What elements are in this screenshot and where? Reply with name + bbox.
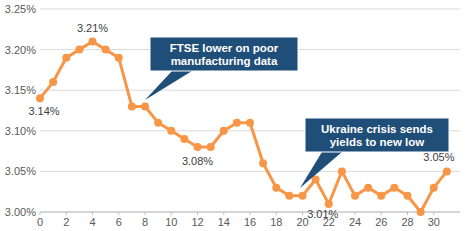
x-tick: [381, 212, 382, 215]
callout-pointer: [300, 152, 342, 188]
grid-line: [40, 90, 460, 91]
point-marker: [377, 192, 385, 200]
x-tick-label: 24: [349, 216, 361, 228]
point-marker: [299, 192, 307, 200]
y-tick-label: 3.10%: [5, 125, 36, 137]
x-tick: [250, 212, 251, 215]
callout: FTSE lower on poormanufacturing data: [145, 37, 298, 100]
x-tick-label: 8: [142, 216, 148, 228]
x-tick: [223, 212, 224, 215]
callout-box: [150, 37, 298, 71]
x-tick: [302, 212, 303, 215]
callout-text: Ukraine crisis sendsyields to new low: [321, 123, 433, 148]
point-marker: [194, 143, 202, 151]
point-marker: [49, 78, 57, 86]
point-marker: [141, 102, 149, 110]
x-tick: [118, 212, 119, 215]
point-marker: [220, 127, 228, 135]
point-marker: [180, 135, 188, 143]
point-marker: [154, 119, 162, 127]
x-tick: [171, 212, 172, 215]
point-marker: [390, 184, 398, 192]
x-tick: [66, 212, 67, 215]
point-annotation: 3.21%: [77, 22, 108, 34]
x-tick-label: 14: [218, 216, 230, 228]
point-marker: [115, 54, 123, 62]
point-marker: [272, 184, 280, 192]
grid-line: [40, 9, 460, 10]
point-marker: [364, 184, 372, 192]
y-tick-label: 3.15%: [5, 84, 36, 96]
point-marker: [128, 102, 136, 110]
point-marker: [89, 37, 97, 45]
x-tick: [197, 212, 198, 215]
point-marker: [62, 54, 70, 62]
point-annotation: 3.14%: [28, 105, 59, 117]
x-tick-label: 6: [116, 216, 122, 228]
x-tick: [433, 212, 434, 215]
point-marker: [167, 127, 175, 135]
x-tick: [92, 212, 93, 215]
callout-box: [305, 118, 449, 152]
x-tick: [407, 212, 408, 215]
point-marker: [36, 94, 44, 102]
x-tick-label: 4: [89, 216, 95, 228]
x-tick: [355, 212, 356, 215]
point-annotation: 3.05%: [423, 151, 454, 163]
y-tick-label: 3.25%: [5, 3, 36, 15]
point-marker: [351, 192, 359, 200]
y-tick-label: 3.00%: [5, 206, 36, 218]
point-marker: [259, 159, 267, 167]
point-marker: [338, 167, 346, 175]
x-tick: [276, 212, 277, 215]
x-tick-label: 12: [191, 216, 203, 228]
point-marker: [430, 184, 438, 192]
point-marker: [246, 119, 254, 127]
x-tick-label: 2: [63, 216, 69, 228]
x-tick-label: 16: [244, 216, 256, 228]
x-tick-label: 28: [401, 216, 413, 228]
x-tick-label: 18: [270, 216, 282, 228]
x-tick: [145, 212, 146, 215]
point-marker: [102, 46, 110, 54]
callout-text: FTSE lower on poormanufacturing data: [170, 42, 279, 67]
point-marker: [285, 192, 293, 200]
x-tick: [40, 212, 41, 215]
chart: 3.00%3.05%3.10%3.15%3.20%3.25%0246810121…: [0, 0, 465, 231]
point-marker: [404, 192, 412, 200]
point-marker: [443, 167, 451, 175]
point-annotation: 3.01%: [307, 208, 338, 220]
y-tick-label: 3.05%: [5, 165, 36, 177]
plot-area: [36, 37, 451, 216]
point-marker: [207, 143, 215, 151]
x-tick-label: 10: [165, 216, 177, 228]
point-annotation: 3.08%: [182, 155, 213, 167]
point-marker: [75, 46, 83, 54]
x-tick-label: 26: [375, 216, 387, 228]
callout-pointer: [145, 71, 192, 100]
x-tick-label: 30: [428, 216, 440, 228]
point-marker: [325, 200, 333, 208]
point-marker: [233, 119, 241, 127]
x-tick-label: 0: [37, 216, 43, 228]
grid-line: [40, 171, 460, 172]
y-tick-label: 3.20%: [5, 44, 36, 56]
point-marker: [417, 208, 425, 216]
